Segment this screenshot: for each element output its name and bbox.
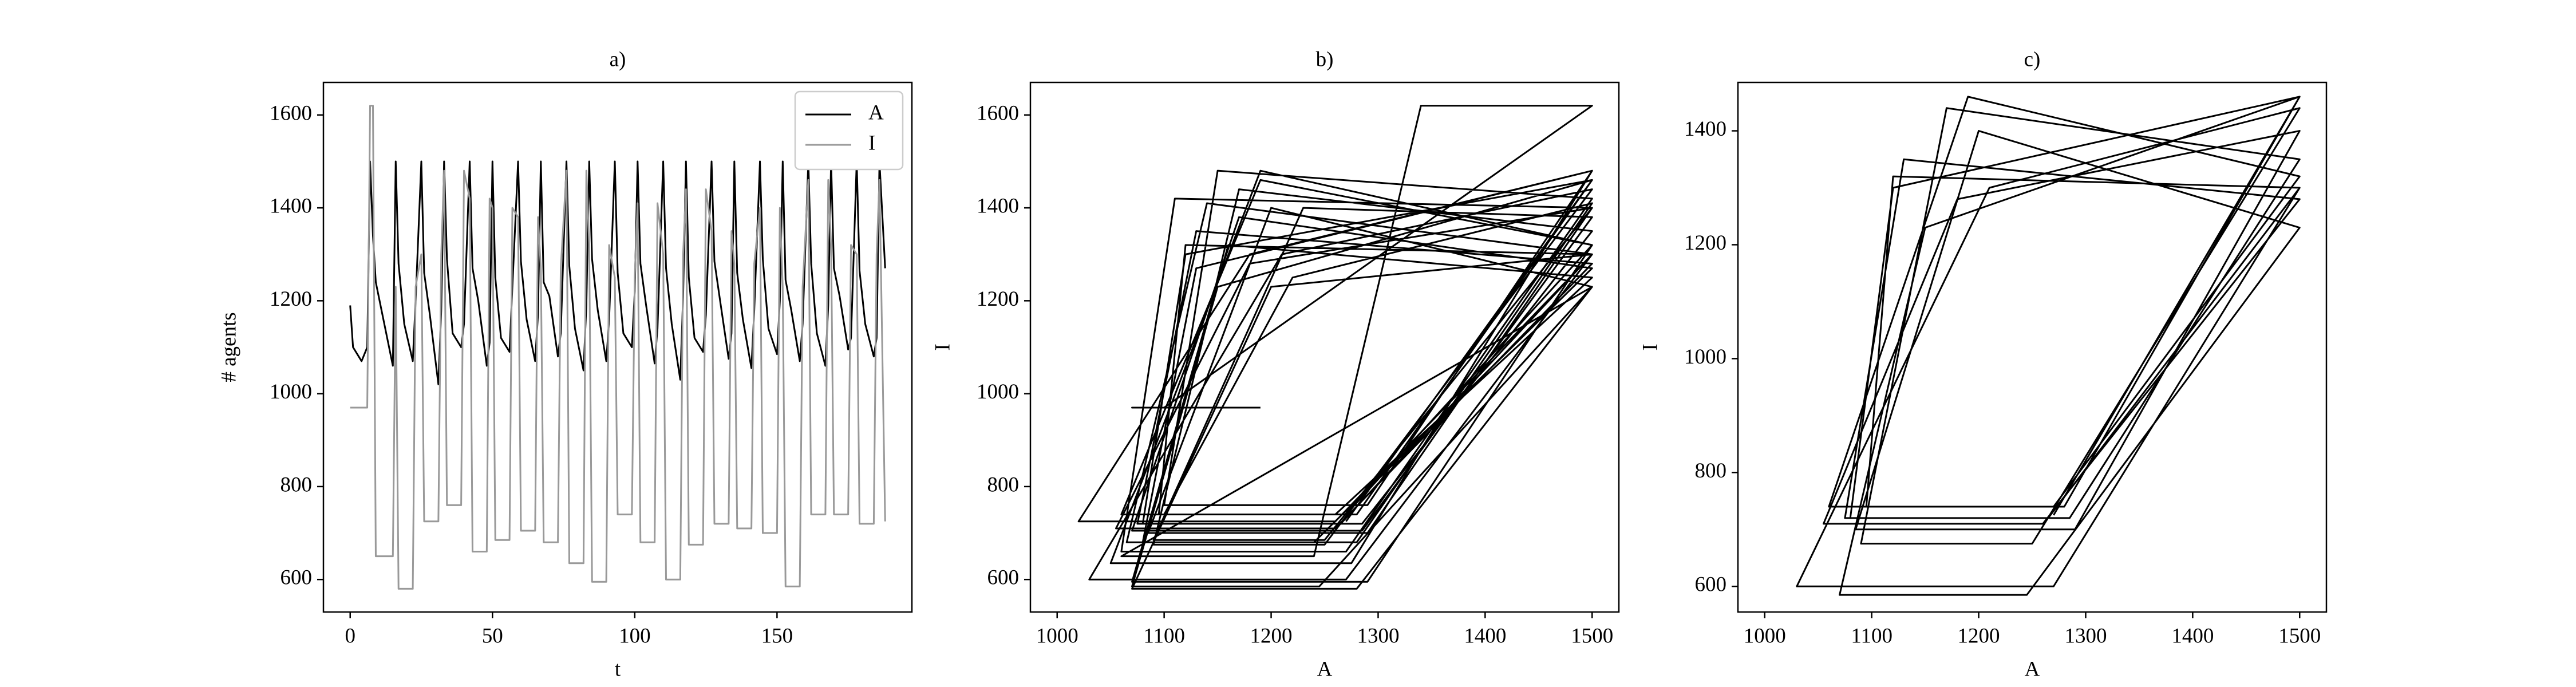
y-axis-label: I [1638, 344, 1662, 350]
x-tick-label: 1100 [1143, 624, 1185, 647]
x-tick-label: 1000 [1744, 624, 1786, 647]
y-tick-label: 1200 [1684, 231, 1726, 255]
y-tick-label: 1200 [977, 287, 1019, 311]
x-axis-label: A [1317, 657, 1333, 681]
y-tick-label: 1000 [270, 380, 312, 404]
y-tick-label: 600 [280, 566, 313, 590]
x-tick-label: 1000 [1036, 624, 1078, 647]
axes-frame [1737, 81, 2328, 613]
y-axis-label: # agents [217, 312, 240, 382]
y-tick-label: 1400 [977, 195, 1019, 218]
y-tick-label: 1000 [977, 380, 1019, 404]
y-tick-label: 1000 [1684, 345, 1726, 369]
x-tick-label: 1100 [1851, 624, 1893, 647]
data-line [1796, 96, 2301, 596]
data-line [349, 160, 886, 385]
axes-frame [322, 81, 913, 613]
x-tick-label: 100 [619, 624, 651, 647]
y-tick-label: 600 [1695, 573, 1727, 597]
x-axis-label: A [2025, 657, 2040, 681]
y-tick-label: 800 [1695, 459, 1727, 483]
x-tick-label: 1500 [1571, 624, 1613, 647]
y-tick-label: 600 [987, 566, 1020, 590]
x-tick-label: 1500 [2278, 624, 2321, 647]
x-tick-label: 1300 [2064, 624, 2107, 647]
x-tick-label: 1400 [2171, 624, 2214, 647]
y-tick-label: 1400 [270, 195, 312, 218]
x-axis-label: t [615, 657, 621, 681]
x-tick-label: 1200 [1250, 624, 1293, 647]
x-tick-label: 1300 [1357, 624, 1399, 647]
legend-label: I [868, 131, 875, 155]
panel-title: a) [610, 48, 626, 71]
y-tick-label: 1400 [1684, 117, 1726, 141]
panel-title: c) [2024, 48, 2041, 71]
legend-box [794, 90, 904, 171]
y-tick-label: 800 [280, 473, 313, 496]
data-line [1077, 105, 1593, 590]
x-tick-label: 1200 [1958, 624, 2000, 647]
x-tick-label: 1400 [1464, 624, 1506, 647]
legend-label: A [868, 101, 884, 124]
data-line [350, 105, 886, 590]
y-tick-label: 1600 [977, 101, 1019, 125]
x-tick-label: 50 [482, 624, 503, 647]
axes-frame [1029, 81, 1620, 613]
y-tick-label: 800 [987, 473, 1020, 496]
panel-title: b) [1316, 48, 1334, 71]
x-tick-label: 150 [761, 624, 793, 647]
y-axis-label: I [931, 344, 954, 350]
y-tick-label: 1200 [270, 287, 312, 311]
x-tick-label: 0 [345, 624, 355, 647]
y-tick-label: 1600 [270, 101, 312, 125]
